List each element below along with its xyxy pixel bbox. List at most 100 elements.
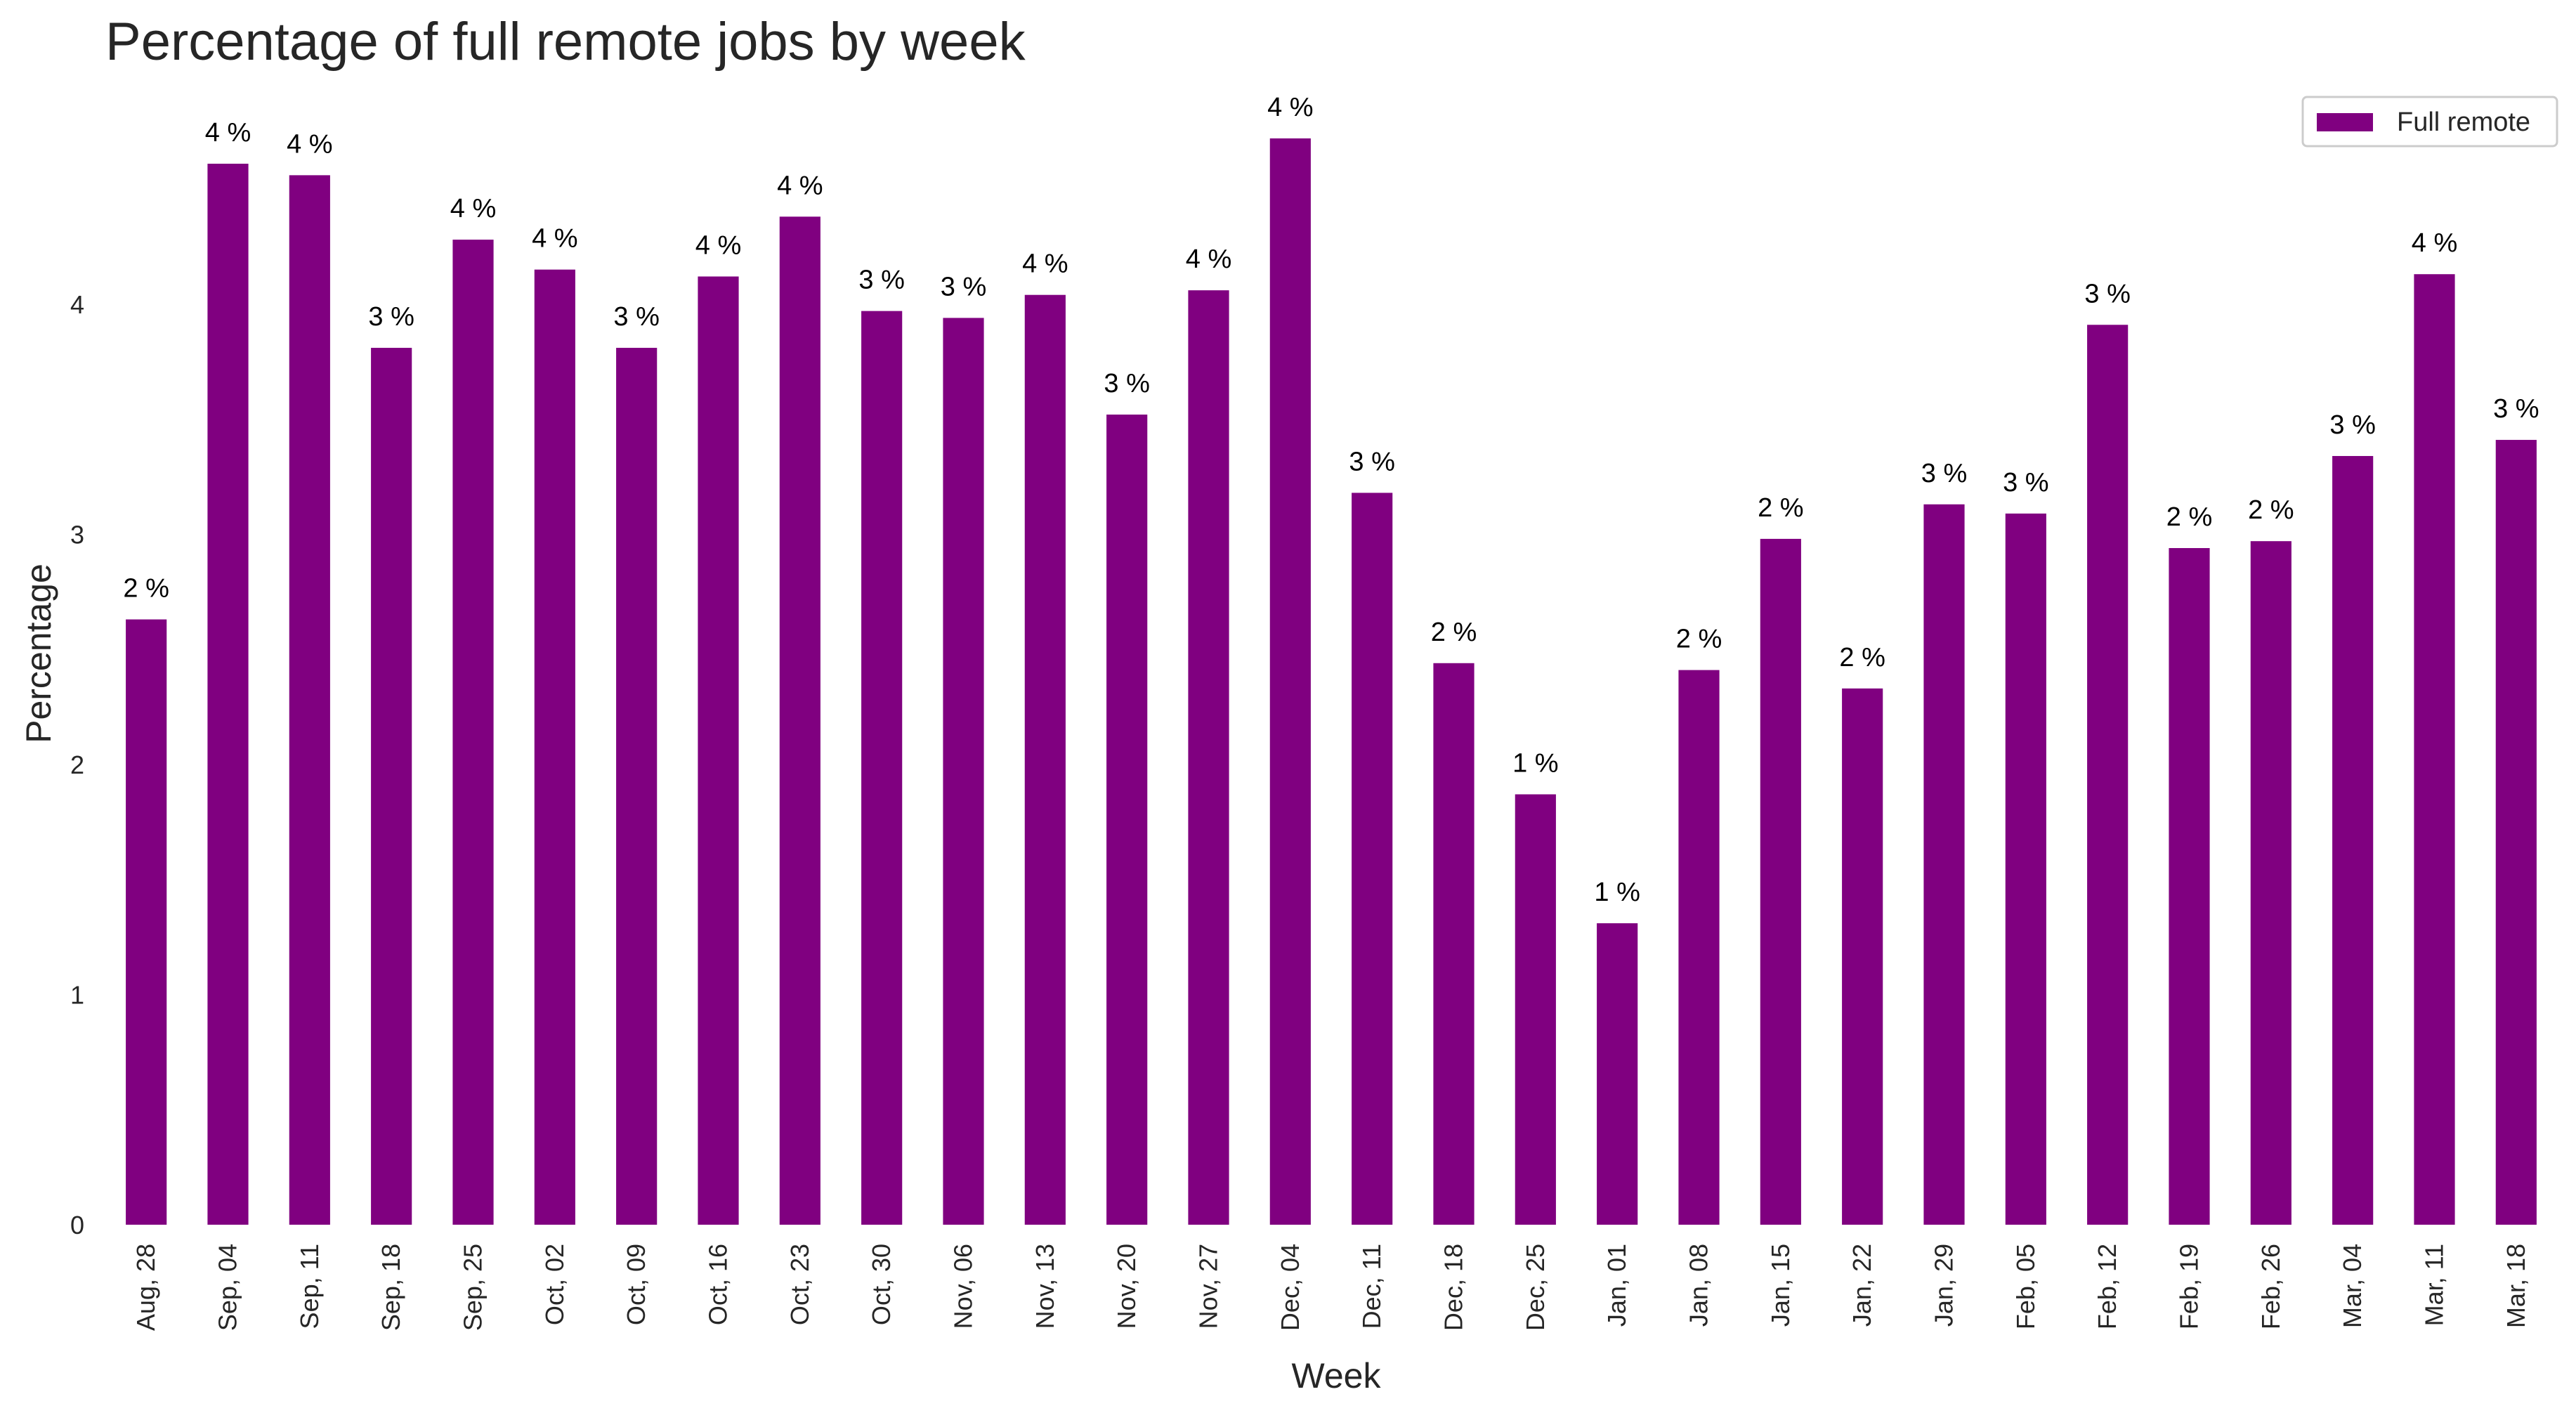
x-tick-label: Mar, 11: [2420, 1244, 2449, 1326]
x-tick-label: Feb, 26: [2256, 1244, 2285, 1329]
bar[interactable]: [861, 311, 903, 1225]
y-axis-label: Percentage: [19, 564, 58, 743]
bar[interactable]: [1515, 794, 1556, 1225]
bar[interactable]: [1106, 415, 1148, 1225]
x-tick-label: Oct, 09: [622, 1244, 650, 1325]
bar-value-label: 2 %: [1431, 618, 1477, 647]
bar-value-label: 2 %: [123, 574, 169, 604]
bar[interactable]: [1597, 923, 1638, 1225]
bar[interactable]: [2332, 455, 2374, 1225]
bar-value-label: 4 %: [1022, 249, 1068, 279]
bar-value-label: 2 %: [1839, 643, 1885, 672]
bar-value-label: 1 %: [1512, 748, 1558, 778]
bar-value-label: 4 %: [450, 194, 496, 223]
bar-value-label: 3 %: [1349, 447, 1394, 476]
bar[interactable]: [779, 216, 820, 1225]
bar[interactable]: [616, 348, 658, 1225]
bar-value-label: 3 %: [858, 266, 904, 295]
bar[interactable]: [207, 163, 249, 1225]
x-tick-label: Jan, 15: [1766, 1244, 1795, 1327]
bar[interactable]: [1024, 294, 1066, 1225]
bar[interactable]: [698, 276, 739, 1225]
bar[interactable]: [2005, 513, 2046, 1225]
bar-value-label: 1 %: [1594, 878, 1640, 907]
bar-value-label: 2 %: [1758, 493, 1803, 523]
x-tick-label: Feb, 12: [2093, 1244, 2121, 1329]
legend-swatch: [2317, 113, 2373, 131]
bar[interactable]: [289, 175, 330, 1225]
bar[interactable]: [1433, 663, 1475, 1225]
bar-value-label: 4 %: [287, 129, 332, 159]
bar[interactable]: [2169, 548, 2210, 1225]
x-tick-label: Nov, 20: [1112, 1244, 1141, 1329]
y-tick-label: 1: [70, 980, 84, 1009]
bar-value-label: 3 %: [941, 272, 986, 301]
bar[interactable]: [2250, 541, 2291, 1225]
bars: [126, 138, 2537, 1225]
bar-value-label: 2 %: [2166, 502, 2212, 532]
bar[interactable]: [1760, 538, 1801, 1225]
bar[interactable]: [452, 240, 494, 1225]
bar-value-label: 2 %: [2248, 495, 2294, 525]
legend-frame: [2301, 96, 2558, 148]
x-tick-label: Nov, 13: [1031, 1244, 1059, 1329]
bar-value-label: 4 %: [2412, 228, 2457, 258]
bar-value-label: 3 %: [2493, 394, 2539, 424]
x-tick-label: Dec, 18: [1439, 1244, 1468, 1331]
bar[interactable]: [126, 619, 167, 1225]
bar-value-label: 2 %: [1676, 625, 1722, 654]
bar-value-label: 4 %: [777, 171, 823, 200]
x-tick-label: Nov, 27: [1194, 1244, 1223, 1329]
bar[interactable]: [2495, 440, 2537, 1225]
x-tick-label: Nov, 06: [949, 1244, 978, 1329]
x-tick-label: Oct, 02: [540, 1244, 569, 1325]
bar-value-label: 3 %: [2084, 279, 2130, 308]
y-tick-label: 0: [70, 1211, 84, 1239]
bar-value-label: 4 %: [695, 230, 741, 260]
bar-value-label: 3 %: [1104, 369, 1149, 398]
bar[interactable]: [534, 269, 575, 1225]
bar[interactable]: [943, 318, 984, 1225]
x-tick-label: Mar, 18: [2502, 1244, 2530, 1328]
y-tick-label: 2: [70, 750, 84, 779]
bar-value-label: 4 %: [1267, 93, 1313, 122]
x-tick-label: Aug, 28: [131, 1244, 160, 1331]
bar[interactable]: [2414, 274, 2455, 1225]
bar-value-label: 4 %: [205, 118, 251, 148]
x-axis-ticks: Aug, 28 Sep, 04 Sep, 11 Sep, 18 Sep, 25 Oct, …: [131, 1244, 2530, 1331]
bar[interactable]: [1842, 688, 1883, 1225]
y-tick-label: 4: [70, 290, 84, 319]
x-tick-label: Dec, 11: [1357, 1244, 1386, 1329]
x-axis-label: Week: [1292, 1356, 1382, 1395]
bar[interactable]: [1678, 670, 1720, 1225]
bar[interactable]: [1923, 504, 1965, 1225]
x-tick-label: Sep, 18: [377, 1244, 405, 1331]
x-tick-label: Sep, 11: [295, 1244, 324, 1329]
bar-value-label: 3 %: [2329, 410, 2375, 440]
bar-value-label: 3 %: [368, 302, 414, 332]
bar-value-label: 4 %: [1186, 245, 1231, 274]
y-axis-ticks: 0 1 2 3 4: [70, 290, 84, 1239]
bar-value-label: 3 %: [2003, 468, 2048, 497]
x-tick-label: Jan, 29: [1930, 1244, 1959, 1327]
x-tick-label: Jan, 01: [1602, 1244, 1631, 1327]
bar-value-label: 3 %: [1921, 459, 1967, 488]
legend-label: Full remote: [2397, 108, 2530, 137]
x-tick-label: Feb, 19: [2175, 1244, 2204, 1329]
bar-labels: 2 % 4 % 4 % 3 % 4 % 4 % 3 % 4 % 4 % 3 % 3 % 4 % 3 % 4…: [123, 93, 2539, 907]
bar[interactable]: [1269, 138, 1311, 1225]
bar[interactable]: [1188, 290, 1229, 1225]
x-tick-label: Oct, 30: [867, 1244, 896, 1325]
x-tick-label: Jan, 08: [1685, 1244, 1713, 1327]
bar[interactable]: [371, 348, 412, 1225]
x-tick-label: Dec, 25: [1521, 1244, 1550, 1331]
bar[interactable]: [1352, 493, 1393, 1225]
x-tick-label: Mar, 04: [2338, 1244, 2367, 1328]
bar[interactable]: [2087, 325, 2129, 1225]
legend[interactable]: Full remote: [2301, 96, 2558, 148]
bar-value-label: 4 %: [532, 224, 577, 254]
x-tick-label: Sep, 25: [459, 1244, 488, 1331]
x-tick-label: Sep, 04: [214, 1244, 242, 1331]
x-tick-label: Dec, 04: [1276, 1244, 1305, 1331]
